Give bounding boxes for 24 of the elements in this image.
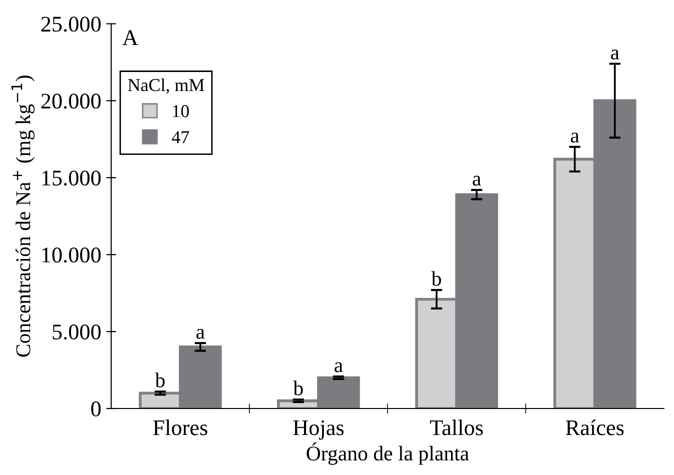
- x-tick-label: Flores: [153, 420, 208, 436]
- x-tick-label: Raíces: [566, 420, 624, 436]
- legend-title: NaCl, mM: [128, 78, 204, 94]
- y-tick-label: 0: [91, 401, 101, 416]
- annotation: A: [122, 30, 138, 45]
- annotation: b: [155, 372, 165, 388]
- y-axis-title: Concentración de Na$^{+}$ (mg kg$^{−1}$): [11, 76, 35, 357]
- y-tick-label: 15.000: [42, 170, 101, 186]
- annotation: b: [293, 380, 303, 396]
- annotation: b: [431, 271, 442, 286]
- y-tick-label: 20.000: [41, 94, 101, 109]
- annotation: a: [334, 362, 343, 372]
- x-tick-label: Tallos: [430, 420, 483, 436]
- annotation: a: [196, 328, 205, 339]
- annotation: a: [570, 132, 580, 143]
- y-tick-label: 25.000: [41, 16, 101, 32]
- x-axis-title: Órgano de la planta: [306, 442, 469, 465]
- annotation: a: [472, 176, 482, 186]
- x-tick-label: Hojas: [293, 420, 344, 440]
- legend-label: 10: [173, 105, 189, 118]
- legend-label: 47: [172, 131, 190, 144]
- annotation: a: [610, 50, 620, 60]
- y-tick-label: 5.000: [52, 324, 101, 340]
- y-tick-label: 10.000: [42, 248, 101, 263]
